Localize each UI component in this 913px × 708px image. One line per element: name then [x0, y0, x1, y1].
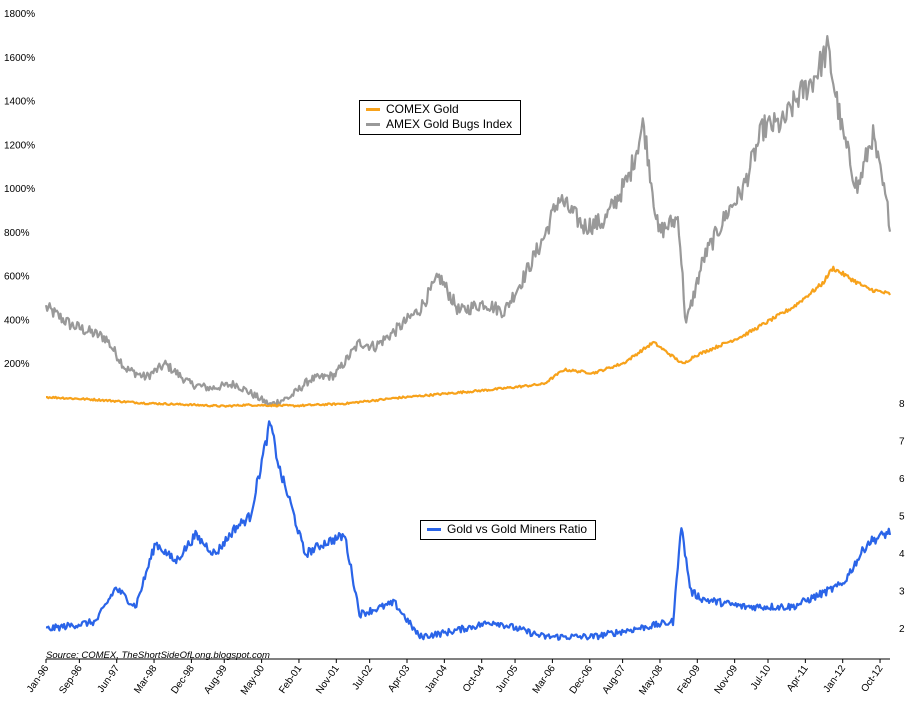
x-tick-label-19: Nov-09	[713, 663, 741, 696]
legend-swatch-ratio	[427, 528, 441, 531]
x-tick-label-9: Jul-02	[350, 663, 375, 692]
x-tick-label-7: Feb-01	[277, 663, 304, 696]
legend-label-comex-gold: COMEX Gold	[386, 102, 459, 116]
legend-item-comex-gold: COMEX Gold	[366, 102, 512, 117]
y-tick-right-4: 4	[899, 549, 905, 560]
x-tick-label-23: Oct-12	[859, 663, 885, 694]
y-tick-right-2: 6	[899, 474, 905, 485]
x-tick-label-22: Jan-12	[822, 663, 849, 695]
y-tick-right-0: 8	[899, 399, 905, 410]
y-tick-left-0: 1800%	[4, 9, 35, 20]
x-tick-label-20: Jul-10	[749, 663, 774, 692]
legend-label-ratio: Gold vs Gold Miners Ratio	[447, 522, 588, 536]
legend-item-ratio: Gold vs Gold Miners Ratio	[427, 522, 587, 537]
x-tick-label-4: Dec-98	[169, 663, 197, 696]
series-line-gold-bugs	[44, 34, 892, 406]
legend-swatch-comex-gold	[366, 108, 380, 111]
x-tick-label-6: May-00	[239, 663, 267, 697]
source-note: Source: COMEX, TheShortSideOfLong.blogsp…	[46, 650, 270, 661]
x-tick-label-18: Feb-09	[676, 663, 703, 696]
x-tick-label-3: Mar-98	[132, 663, 159, 696]
legend-label-gold-bugs: AMEX Gold Bugs Index	[386, 117, 513, 131]
x-tick-label-5: Aug-99	[202, 663, 230, 696]
y-tick-left-1: 1600%	[4, 53, 35, 64]
y-tick-left-4: 1000%	[4, 184, 35, 195]
y-tick-right-6: 2	[899, 624, 905, 635]
x-tick-label-8: Nov-01	[314, 663, 342, 696]
y-tick-left-3: 1200%	[4, 140, 35, 151]
x-tick-label-17: May-08	[637, 663, 665, 697]
x-tick-label-15: Dec-06	[568, 663, 596, 696]
x-tick-label-2: Jun-97	[96, 663, 123, 695]
x-tick-label-1: Sep-96	[57, 663, 85, 696]
series-line-ratio	[45, 420, 892, 641]
y-tick-right-1: 7	[899, 437, 905, 448]
x-tick-label-13: Jun-05	[494, 663, 521, 695]
x-tick-label-14: Mar-06	[531, 663, 558, 696]
legend-bottom: Gold vs Gold Miners Ratio	[420, 520, 597, 540]
x-tick-label-11: Jan-04	[423, 663, 450, 695]
x-tick-label-21: Apr-11	[785, 663, 811, 694]
legend-item-gold-bugs: AMEX Gold Bugs Index	[366, 117, 512, 132]
y-tick-left-2: 1400%	[4, 97, 35, 108]
legend-top: COMEX Gold AMEX Gold Bugs Index	[359, 100, 522, 135]
y-tick-left-6: 600%	[4, 272, 30, 283]
x-tick-label-0: Jan-96	[25, 663, 52, 695]
y-tick-left-7: 400%	[4, 315, 30, 326]
y-tick-left-5: 800%	[4, 228, 30, 239]
legend-swatch-gold-bugs	[366, 123, 380, 126]
y-tick-left-8: 200%	[4, 359, 30, 370]
y-tick-right-3: 5	[899, 512, 905, 523]
x-tick-label-12: Oct-04	[461, 663, 487, 694]
series-line-comex-gold	[46, 265, 891, 408]
y-tick-right-5: 3	[899, 587, 905, 598]
x-tick-label-10: Apr-03	[386, 663, 412, 694]
x-tick-label-16: Aug-07	[601, 663, 629, 696]
